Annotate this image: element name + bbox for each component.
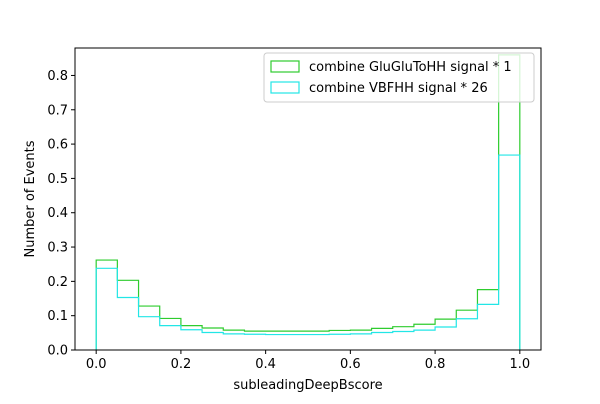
y-axis-label: Number of Events (23, 140, 38, 257)
y-tick-label: 0.0 (47, 344, 68, 359)
legend-swatch (270, 60, 300, 73)
legend-label: combine GluGluToHH signal * 1 (309, 60, 512, 75)
y-axis-ticks: 0.0 0.1 0.2 0.3 0.4 0.5 0.6 0.7 0.8 (47, 69, 75, 359)
x-tick-label: 0.0 (86, 357, 107, 372)
y-tick-label: 0.5 (47, 172, 68, 187)
y-tick-label: 0.3 (47, 241, 68, 256)
legend: combine GluGluToHH signal * 1 combine VBF… (263, 52, 535, 103)
histogram-series-2 (95, 154, 521, 350)
series-layer (95, 54, 521, 350)
legend-box (263, 52, 535, 103)
y-tick-label: 0.2 (47, 275, 68, 290)
x-tick-label: 0.8 (425, 357, 446, 372)
x-tick-label: 0.4 (255, 357, 276, 372)
y-tick-label: 0.7 (47, 103, 68, 118)
y-tick-label: 0.6 (47, 138, 68, 153)
x-tick-label: 0.6 (340, 357, 361, 372)
x-tick-label: 1.0 (509, 357, 530, 372)
y-tick-label: 0.4 (47, 206, 68, 221)
x-axis-label: subleadingDeepBscore (233, 378, 382, 393)
x-tick-label: 0.2 (171, 357, 192, 372)
histogram-series-1 (95, 54, 521, 350)
plot-frame (74, 47, 542, 351)
legend-swatch (270, 81, 300, 94)
legend-label: combine VBFHH signal * 26 (309, 81, 488, 96)
y-tick-label: 0.1 (47, 309, 68, 324)
y-tick-label: 0.8 (47, 69, 68, 84)
x-axis-ticks: 0.0 0.2 0.4 0.6 0.8 1.0 (86, 350, 530, 372)
